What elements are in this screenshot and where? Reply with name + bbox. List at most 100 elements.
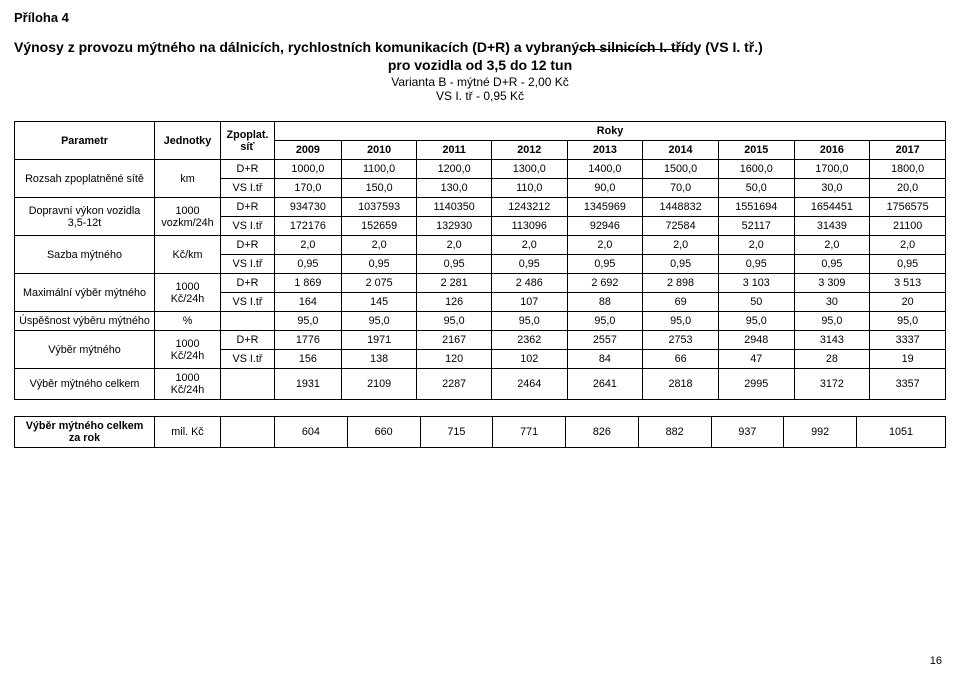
data-cell: 3357 xyxy=(870,369,946,400)
data-cell: 2948 xyxy=(718,331,794,350)
row-zpoplat: VS I.tř xyxy=(221,255,275,274)
summary-table: Výběr mýtného celkem za rok mil. Kč 604 … xyxy=(14,416,946,448)
data-cell: 110,0 xyxy=(491,179,567,198)
data-cell: 3 309 xyxy=(794,274,870,293)
summary-cell: 715 xyxy=(420,417,493,448)
data-cell: 2362 xyxy=(491,331,567,350)
table-row: Úspěšnost výběru mýtného%95,095,095,095,… xyxy=(15,312,946,331)
table-row: Výběr mýtného1000 Kč/24hD+R1776197121672… xyxy=(15,331,946,350)
data-cell: 132930 xyxy=(417,217,491,236)
data-cell: 1800,0 xyxy=(870,160,946,179)
data-cell: 1200,0 xyxy=(417,160,491,179)
summary-cell: 882 xyxy=(638,417,711,448)
data-cell: 1 869 xyxy=(275,274,342,293)
th-year: 2017 xyxy=(870,141,946,160)
data-cell: 170,0 xyxy=(275,179,342,198)
data-cell: 1700,0 xyxy=(794,160,870,179)
data-cell: 2,0 xyxy=(567,236,643,255)
row-unit: 1000 Kč/24h xyxy=(155,369,221,400)
data-cell: 2557 xyxy=(567,331,643,350)
data-cell: 95,0 xyxy=(794,312,870,331)
header-block: Výnosy z provozu mýtného na dálnicích, r… xyxy=(14,39,946,103)
data-cell: 19 xyxy=(870,350,946,369)
data-cell: 2,0 xyxy=(718,236,794,255)
data-cell: 126 xyxy=(417,293,491,312)
data-cell: 1931 xyxy=(275,369,342,400)
summary-cell: 826 xyxy=(566,417,639,448)
data-cell: 95,0 xyxy=(491,312,567,331)
data-cell: 2 075 xyxy=(341,274,417,293)
variant-line-1: Varianta B - mýtné D+R - 2,00 Kč xyxy=(14,75,946,89)
th-zpoplat: Zpoplat. síť xyxy=(221,122,275,160)
summary-cell: 992 xyxy=(784,417,857,448)
accent-line xyxy=(579,49,687,50)
table-body: Rozsah zpoplatněné sítěkmD+R1000,01100,0… xyxy=(15,160,946,400)
table-row: Rozsah zpoplatněné sítěkmD+R1000,01100,0… xyxy=(15,160,946,179)
row-unit: % xyxy=(155,312,221,331)
th-param: Parametr xyxy=(15,122,155,160)
data-cell: 1300,0 xyxy=(491,160,567,179)
data-cell: 1140350 xyxy=(417,198,491,217)
data-cell: 1243212 xyxy=(491,198,567,217)
th-year: 2013 xyxy=(567,141,643,160)
row-zpoplat: VS I.tř xyxy=(221,350,275,369)
data-cell: 2287 xyxy=(417,369,491,400)
data-cell: 47 xyxy=(718,350,794,369)
th-year: 2010 xyxy=(341,141,417,160)
th-year: 2016 xyxy=(794,141,870,160)
data-cell: 20 xyxy=(870,293,946,312)
data-cell: 95,0 xyxy=(870,312,946,331)
data-cell: 90,0 xyxy=(567,179,643,198)
data-cell: 30,0 xyxy=(794,179,870,198)
row-zpoplat: D+R xyxy=(221,236,275,255)
data-cell: 95,0 xyxy=(417,312,491,331)
row-zpoplat: VS I.tř xyxy=(221,179,275,198)
data-cell: 0,95 xyxy=(491,255,567,274)
data-cell: 0,95 xyxy=(870,255,946,274)
data-cell: 1345969 xyxy=(567,198,643,217)
data-cell: 164 xyxy=(275,293,342,312)
title: Výnosy z provozu mýtného na dálnicích, r… xyxy=(14,39,946,55)
main-table: Parametr Jednotky Zpoplat. síť Roky 2009… xyxy=(14,121,946,400)
data-cell: 1600,0 xyxy=(718,160,794,179)
summary-unit: mil. Kč xyxy=(155,417,221,448)
th-units: Jednotky xyxy=(155,122,221,160)
data-cell: 2464 xyxy=(491,369,567,400)
row-label: Sazba mýtného xyxy=(15,236,155,274)
data-cell: 145 xyxy=(341,293,417,312)
data-cell: 84 xyxy=(567,350,643,369)
data-cell: 1756575 xyxy=(870,198,946,217)
row-label: Dopravní výkon vozidla 3,5-12t xyxy=(15,198,155,236)
data-cell: 1551694 xyxy=(718,198,794,217)
row-zpoplat: VS I.tř xyxy=(221,293,275,312)
data-cell: 0,95 xyxy=(417,255,491,274)
row-unit: km xyxy=(155,160,221,198)
summary-cell: 937 xyxy=(711,417,784,448)
data-cell: 2,0 xyxy=(275,236,342,255)
data-cell: 95,0 xyxy=(643,312,719,331)
table-row: Dopravní výkon vozidla 3,5-12t1000 vozkm… xyxy=(15,198,946,217)
row-zpoplat xyxy=(221,312,275,331)
data-cell: 2,0 xyxy=(417,236,491,255)
data-cell: 2753 xyxy=(643,331,719,350)
data-cell: 3143 xyxy=(794,331,870,350)
data-cell: 2 281 xyxy=(417,274,491,293)
data-cell: 0,95 xyxy=(718,255,794,274)
table-head: Parametr Jednotky Zpoplat. síť Roky 2009… xyxy=(15,122,946,160)
row-zpoplat: D+R xyxy=(221,160,275,179)
data-cell: 0,95 xyxy=(275,255,342,274)
row-label: Rozsah zpoplatněné sítě xyxy=(15,160,155,198)
data-cell: 1776 xyxy=(275,331,342,350)
data-cell: 0,95 xyxy=(567,255,643,274)
data-cell: 2,0 xyxy=(341,236,417,255)
data-cell: 102 xyxy=(491,350,567,369)
summary-cell: 604 xyxy=(275,417,348,448)
data-cell: 156 xyxy=(275,350,342,369)
data-cell: 21100 xyxy=(870,217,946,236)
data-cell: 107 xyxy=(491,293,567,312)
data-cell: 2109 xyxy=(341,369,417,400)
data-cell: 3 103 xyxy=(718,274,794,293)
row-label: Výběr mýtného celkem xyxy=(15,369,155,400)
row-zpoplat: D+R xyxy=(221,274,275,293)
appendix-label: Příloha 4 xyxy=(14,10,946,25)
